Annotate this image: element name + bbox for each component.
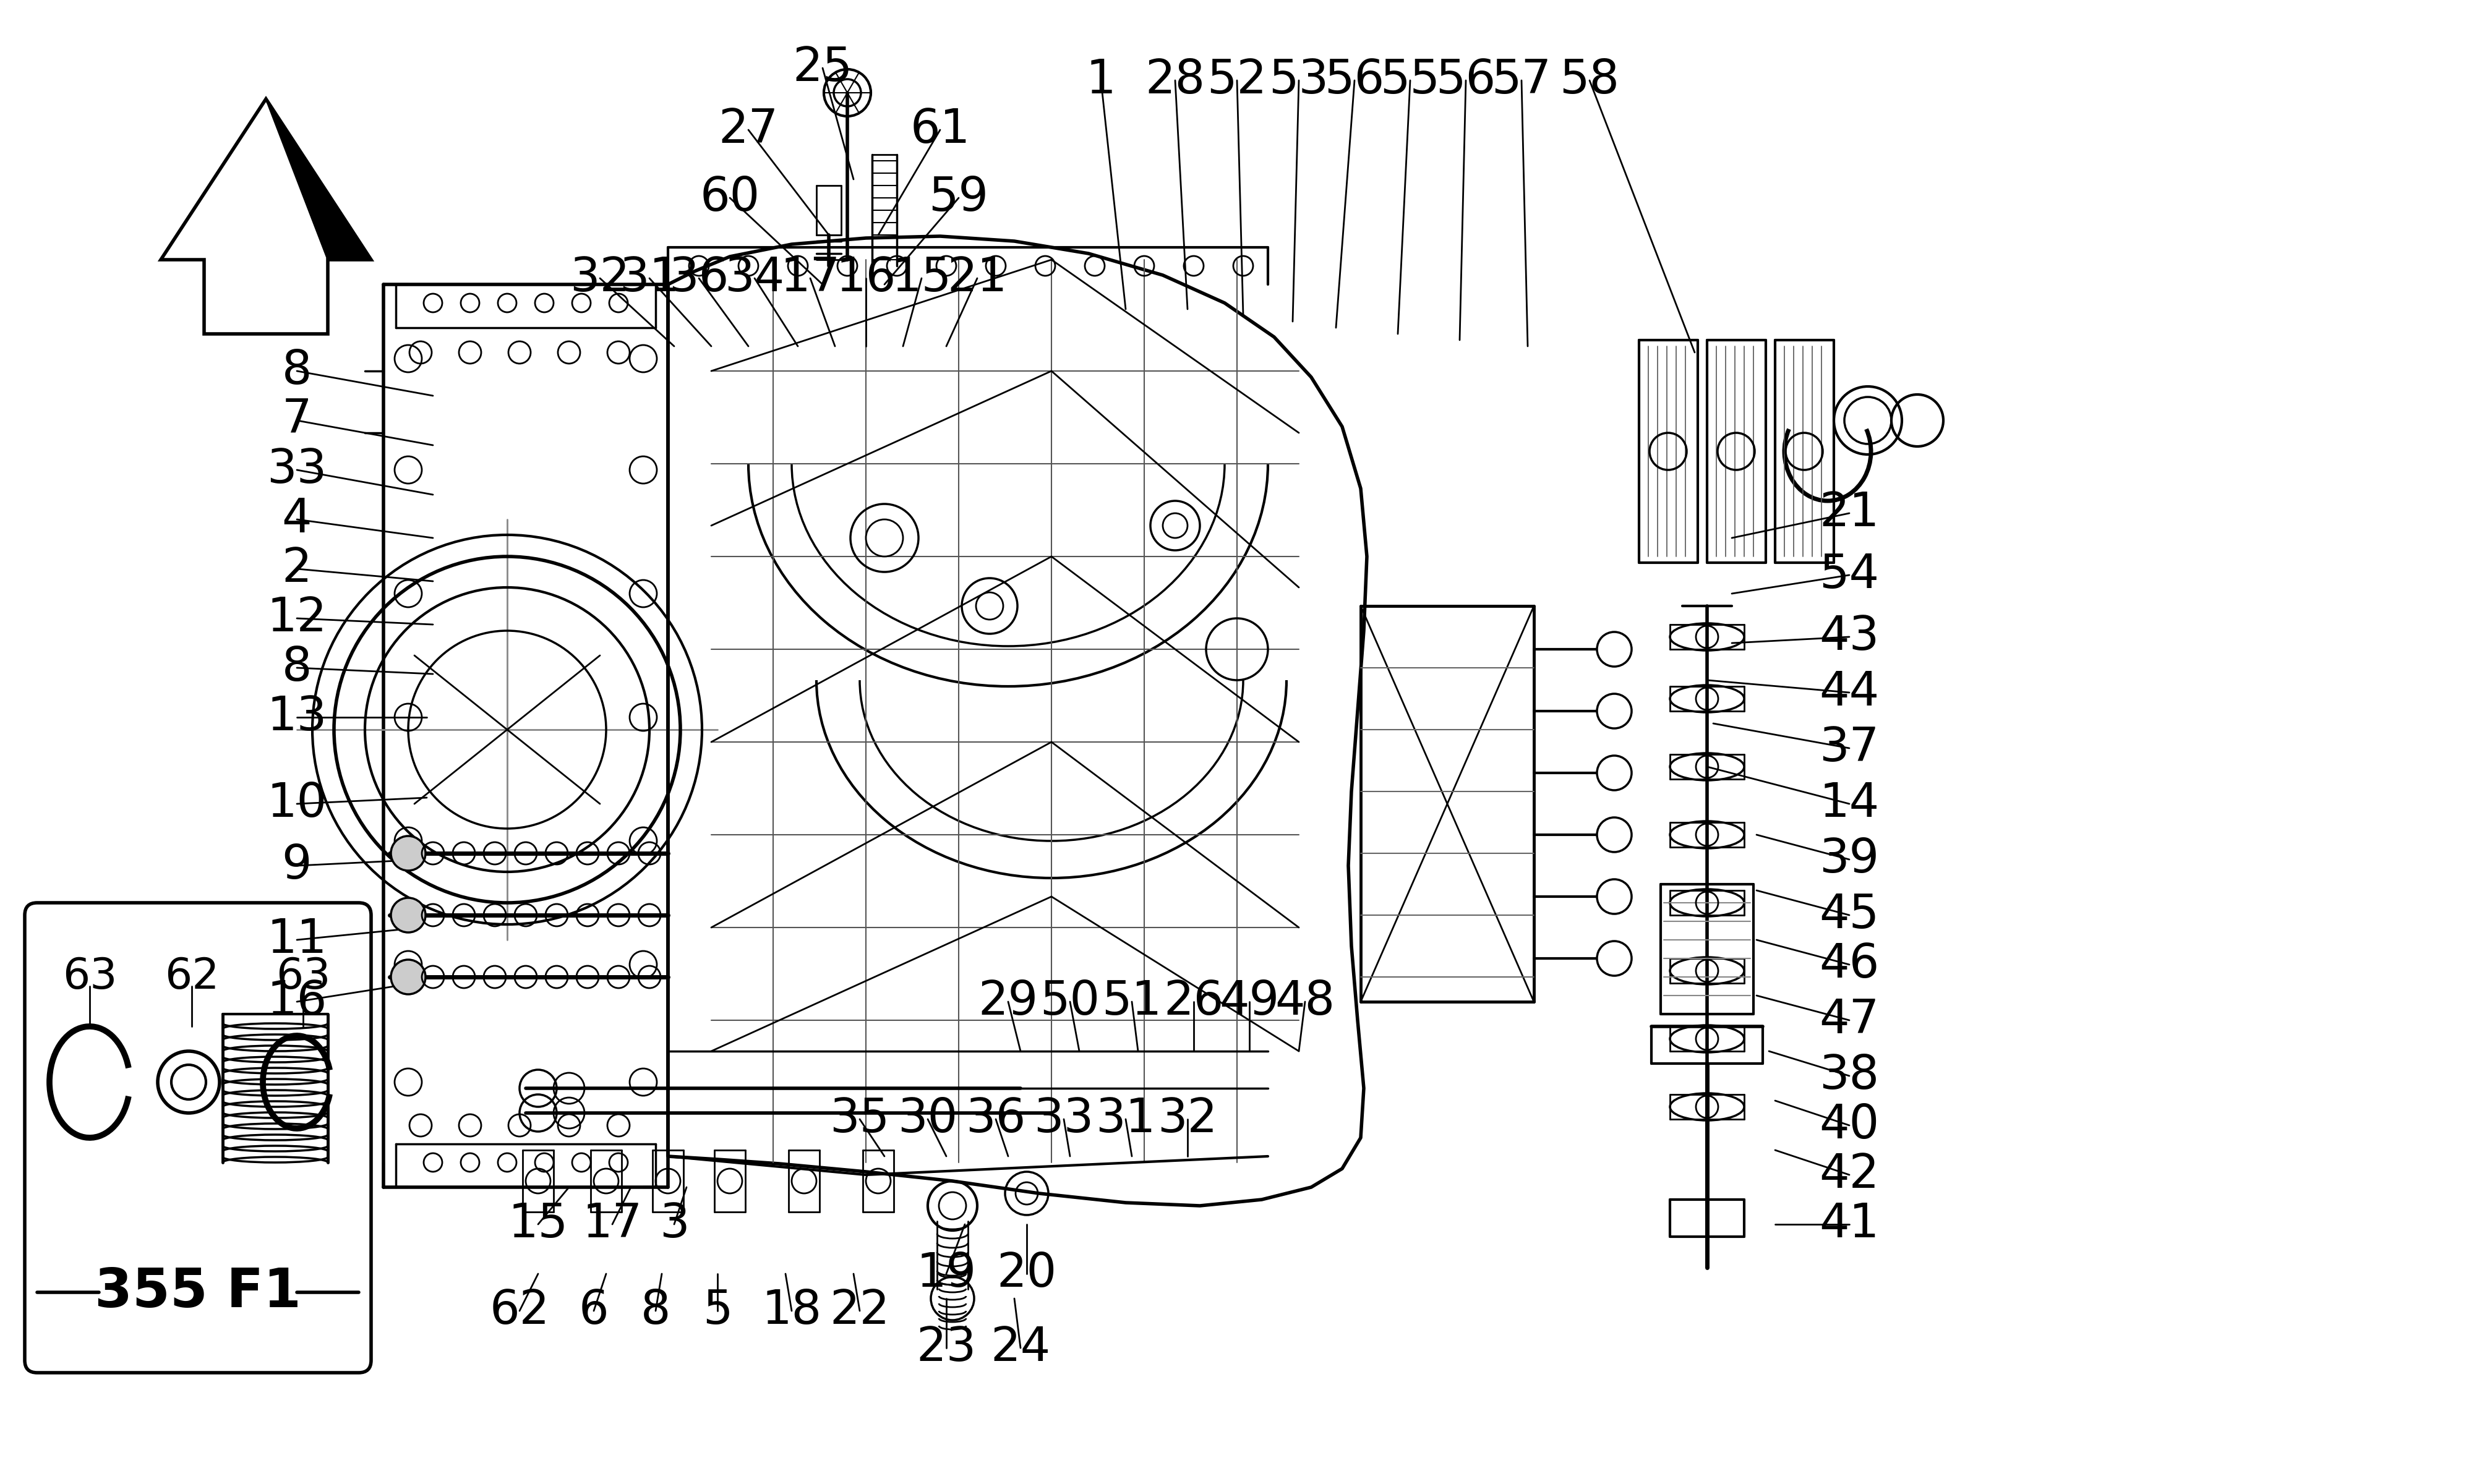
Text: 63: 63: [275, 956, 332, 997]
Circle shape: [391, 898, 426, 932]
Text: 11: 11: [267, 917, 327, 963]
Text: 21: 21: [948, 255, 1007, 301]
Text: 16: 16: [836, 255, 896, 301]
Text: 25: 25: [792, 45, 854, 91]
Text: 8: 8: [641, 1288, 670, 1334]
Text: 23: 23: [915, 1325, 977, 1371]
Text: 14: 14: [1818, 781, 1880, 827]
Text: 38: 38: [1818, 1054, 1880, 1098]
Text: 31: 31: [618, 255, 680, 301]
Text: 2: 2: [282, 546, 312, 592]
Text: 47: 47: [1818, 997, 1880, 1043]
Text: 9: 9: [282, 843, 312, 889]
Text: 22: 22: [829, 1288, 891, 1334]
Text: 56: 56: [1435, 58, 1497, 104]
Text: 54: 54: [1818, 552, 1880, 598]
Text: 6: 6: [579, 1288, 609, 1334]
Text: 28: 28: [1145, 58, 1205, 104]
Text: 36: 36: [965, 1097, 1027, 1143]
Text: 53: 53: [1269, 58, 1329, 104]
Text: 37: 37: [1818, 726, 1880, 772]
Text: 41: 41: [1818, 1202, 1880, 1247]
Circle shape: [391, 835, 426, 871]
Text: 27: 27: [717, 107, 779, 153]
Text: 46: 46: [1818, 942, 1880, 987]
Text: 26: 26: [1163, 979, 1225, 1024]
Text: 62: 62: [490, 1288, 549, 1334]
Text: 39: 39: [1818, 837, 1880, 883]
Circle shape: [391, 960, 426, 994]
Polygon shape: [267, 99, 371, 260]
Text: 63: 63: [62, 956, 116, 997]
Text: 62: 62: [163, 956, 220, 997]
Text: 33: 33: [267, 447, 327, 493]
Text: 3: 3: [658, 1202, 690, 1247]
Text: 48: 48: [1274, 979, 1336, 1024]
Text: 55: 55: [1380, 58, 1440, 104]
Text: 44: 44: [1818, 669, 1880, 715]
Text: 57: 57: [1492, 58, 1551, 104]
Text: 35: 35: [829, 1097, 891, 1143]
Text: 15: 15: [891, 255, 952, 301]
Text: 8: 8: [282, 646, 312, 690]
Text: 31: 31: [1096, 1097, 1155, 1143]
Text: 15: 15: [507, 1202, 569, 1247]
Text: 36: 36: [668, 255, 730, 301]
Text: 42: 42: [1818, 1152, 1880, 1198]
Text: 30: 30: [898, 1097, 957, 1143]
Text: 52: 52: [1207, 58, 1267, 104]
Text: 49: 49: [1220, 979, 1279, 1024]
Text: 60: 60: [700, 175, 760, 221]
Text: 50: 50: [1039, 979, 1101, 1024]
Text: 10: 10: [267, 781, 327, 827]
Text: 19: 19: [915, 1251, 977, 1297]
Text: 17: 17: [779, 255, 841, 301]
Text: 4: 4: [282, 497, 312, 542]
Text: 16: 16: [267, 979, 327, 1024]
Text: 8: 8: [282, 349, 312, 393]
Text: 29: 29: [977, 979, 1039, 1024]
Text: 24: 24: [990, 1325, 1051, 1371]
Text: 21: 21: [1818, 490, 1880, 536]
Text: 32: 32: [1158, 1097, 1217, 1143]
Text: 33: 33: [1034, 1097, 1094, 1143]
Text: 355 F1: 355 F1: [94, 1266, 302, 1318]
Text: 51: 51: [1101, 979, 1163, 1024]
Text: 40: 40: [1818, 1103, 1880, 1149]
Text: 34: 34: [725, 255, 784, 301]
Text: 13: 13: [267, 695, 327, 741]
Text: 56: 56: [1324, 58, 1385, 104]
Text: 1: 1: [1086, 58, 1116, 104]
Text: 58: 58: [1559, 58, 1620, 104]
Text: 17: 17: [581, 1202, 643, 1247]
Text: 20: 20: [997, 1251, 1056, 1297]
Text: 18: 18: [762, 1288, 821, 1334]
Text: 59: 59: [928, 175, 990, 221]
Text: 61: 61: [910, 107, 970, 153]
Text: 43: 43: [1818, 614, 1880, 660]
Text: 7: 7: [282, 398, 312, 444]
Text: 12: 12: [267, 595, 327, 641]
Text: 32: 32: [569, 255, 631, 301]
Text: 5: 5: [703, 1288, 732, 1334]
Text: 45: 45: [1818, 892, 1880, 938]
